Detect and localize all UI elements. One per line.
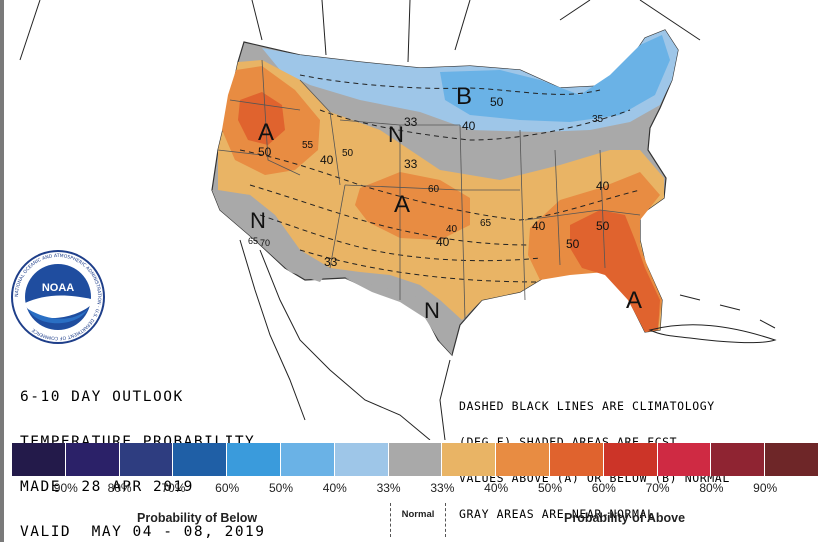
contour-label: 70	[260, 238, 270, 248]
legend-swatch	[442, 443, 497, 476]
contour-label: 35	[592, 114, 604, 125]
contour-label: 40	[462, 119, 476, 133]
legend-tick-label: 33%	[376, 481, 401, 495]
normal-axis-label: Normal	[401, 509, 435, 520]
above-normal-50-southeast	[570, 210, 660, 332]
region-letter-n-north: N	[388, 122, 404, 147]
left-frame	[0, 0, 4, 542]
region-letter-n-west: N	[250, 208, 266, 233]
contour-label: 33	[324, 255, 338, 269]
legend-swatch	[65, 443, 120, 476]
note-line-4: GRAY AREAS ARE NEAR-NORMAL	[459, 507, 655, 521]
legend-swatch	[334, 443, 389, 476]
legend-tick-label: 80%	[107, 481, 132, 495]
normal-separator-left	[390, 503, 391, 537]
contour-label: 33	[404, 115, 418, 129]
region-letter-n-texas: N	[424, 298, 440, 323]
region-letter-b: B	[456, 83, 472, 110]
title-line-1: 6-10 DAY OUTLOOK	[20, 389, 184, 405]
mexico-outline	[239, 239, 451, 440]
contour-label: 60	[428, 184, 440, 195]
legend-tick-label: 70%	[161, 481, 186, 495]
contour-label: 50	[258, 145, 272, 159]
legend-swatch	[765, 443, 819, 476]
contour-label: 65	[480, 218, 492, 229]
legend-tick-label: 60%	[591, 481, 616, 495]
legend-tick-label: 70%	[645, 481, 670, 495]
legend-swatch	[549, 443, 604, 476]
normal-texas	[345, 278, 452, 355]
contour-label: 50	[566, 237, 580, 251]
legend-tick-label: 40%	[484, 481, 509, 495]
legend-swatch	[173, 443, 228, 476]
contour-label: 33	[404, 157, 418, 171]
contour-label: 50	[596, 219, 610, 233]
region-letter-a-plains: A	[394, 191, 410, 218]
above-axis-label: Probability of Above	[564, 511, 686, 525]
outlook-map: B A A A N N N 50 33 40 35 50 40 50 55 60…	[11, 0, 777, 440]
normal-separator-right	[445, 503, 446, 537]
legend-tick-label: 60%	[215, 481, 240, 495]
contour-label: 40	[596, 179, 610, 193]
legend-tick-label: 80%	[699, 481, 724, 495]
noaa-logo: NOAA NATIONAL OCEANIC AND ATMOSPHERIC AD…	[11, 250, 105, 344]
title-line-4: VALID MAY 04 - 08, 2019	[20, 524, 266, 540]
title-line-3: MADE 28 APR 2019	[20, 479, 194, 495]
region-letters: B A A A N N N	[250, 83, 642, 323]
contour-label: 65	[248, 236, 258, 246]
contour-label: 50	[342, 148, 354, 159]
probability-legend-bar	[12, 443, 819, 476]
below-axis-label: Probability of Below	[137, 511, 258, 525]
legend-tick-label: 50%	[268, 481, 294, 495]
contour-label: 40	[446, 224, 458, 235]
cuba-outline	[648, 294, 777, 344]
legend-tick-label: 90%	[53, 481, 78, 495]
legend-swatch	[388, 443, 443, 476]
legend-swatch	[657, 443, 712, 476]
legend-swatch	[119, 443, 174, 476]
legend-swatch	[603, 443, 658, 476]
region-letter-a-west: A	[258, 119, 274, 146]
legend-swatch	[496, 443, 550, 476]
legend-swatch	[227, 443, 281, 476]
contour-label: 40	[532, 219, 546, 233]
contour-label: 55	[302, 140, 314, 151]
legend-tick-label: 40%	[322, 481, 347, 495]
below-normal-mid	[440, 35, 670, 122]
contour-label: 40	[436, 235, 450, 249]
legend-tick-label: 50%	[537, 481, 563, 495]
note-line-1: DASHED BLACK LINES ARE CLIMATOLOGY	[459, 399, 715, 413]
normal-southwest	[212, 190, 330, 282]
contour-label: 50	[490, 95, 504, 109]
canada-boundaries	[19, 0, 701, 63]
noaa-logo-text: NOAA	[42, 282, 74, 294]
region-letter-a-florida: A	[626, 287, 642, 314]
legend-tick-label: 33%	[430, 481, 455, 495]
legend-swatch	[12, 443, 66, 476]
contour-labels: 50 33 40 35 50 40 50 55 60 33 40 65 40 3…	[248, 95, 610, 269]
legend-swatch	[280, 443, 335, 476]
contour-label: 40	[320, 153, 334, 167]
state-boundaries	[217, 59, 641, 321]
legend-tick-label: 90%	[753, 481, 778, 495]
legend-swatch	[711, 443, 766, 476]
above-normal-50-west	[238, 92, 285, 145]
